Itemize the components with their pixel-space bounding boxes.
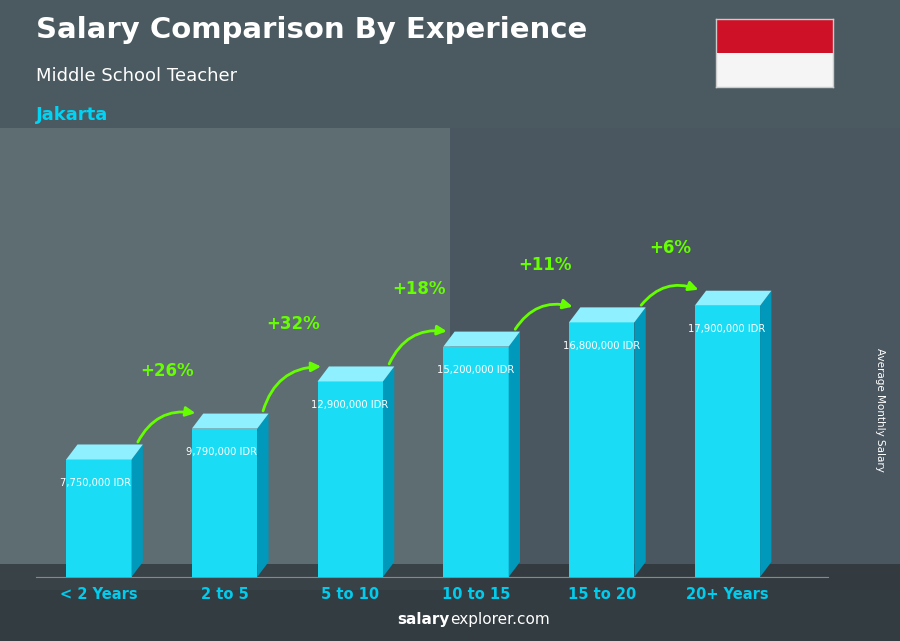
- Polygon shape: [569, 322, 634, 577]
- Polygon shape: [569, 308, 645, 322]
- Text: +32%: +32%: [266, 315, 320, 333]
- Polygon shape: [444, 347, 508, 577]
- Text: explorer.com: explorer.com: [450, 612, 550, 627]
- Bar: [716, 19, 832, 53]
- Bar: [716, 53, 832, 87]
- Polygon shape: [695, 291, 771, 306]
- Polygon shape: [257, 413, 268, 577]
- Polygon shape: [67, 460, 131, 577]
- Polygon shape: [695, 306, 760, 577]
- Bar: [0, 564, 900, 641]
- Text: 17,900,000 IDR: 17,900,000 IDR: [688, 324, 766, 334]
- Text: 9,790,000 IDR: 9,790,000 IDR: [185, 447, 256, 457]
- Polygon shape: [67, 444, 143, 460]
- Polygon shape: [508, 331, 520, 577]
- Polygon shape: [192, 429, 257, 577]
- Polygon shape: [634, 308, 645, 577]
- Text: Salary Comparison By Experience: Salary Comparison By Experience: [36, 16, 587, 44]
- Text: salary: salary: [398, 612, 450, 627]
- Polygon shape: [131, 444, 143, 577]
- Text: 12,900,000 IDR: 12,900,000 IDR: [311, 400, 389, 410]
- Text: Average Monthly Salary: Average Monthly Salary: [875, 348, 886, 472]
- Polygon shape: [192, 413, 268, 429]
- Text: 15,200,000 IDR: 15,200,000 IDR: [437, 365, 514, 375]
- Text: Middle School Teacher: Middle School Teacher: [36, 67, 237, 85]
- Bar: [0, 128, 450, 590]
- Text: +6%: +6%: [649, 239, 691, 258]
- Bar: [450, 128, 900, 590]
- Text: +18%: +18%: [392, 280, 446, 298]
- Polygon shape: [383, 367, 394, 577]
- Text: Jakarta: Jakarta: [36, 106, 108, 124]
- Text: +26%: +26%: [140, 362, 194, 380]
- Text: 7,750,000 IDR: 7,750,000 IDR: [60, 478, 130, 488]
- Polygon shape: [318, 367, 394, 381]
- Polygon shape: [444, 331, 520, 347]
- Polygon shape: [318, 381, 383, 577]
- Text: 16,800,000 IDR: 16,800,000 IDR: [562, 341, 640, 351]
- Polygon shape: [760, 291, 771, 577]
- Text: +11%: +11%: [518, 256, 572, 274]
